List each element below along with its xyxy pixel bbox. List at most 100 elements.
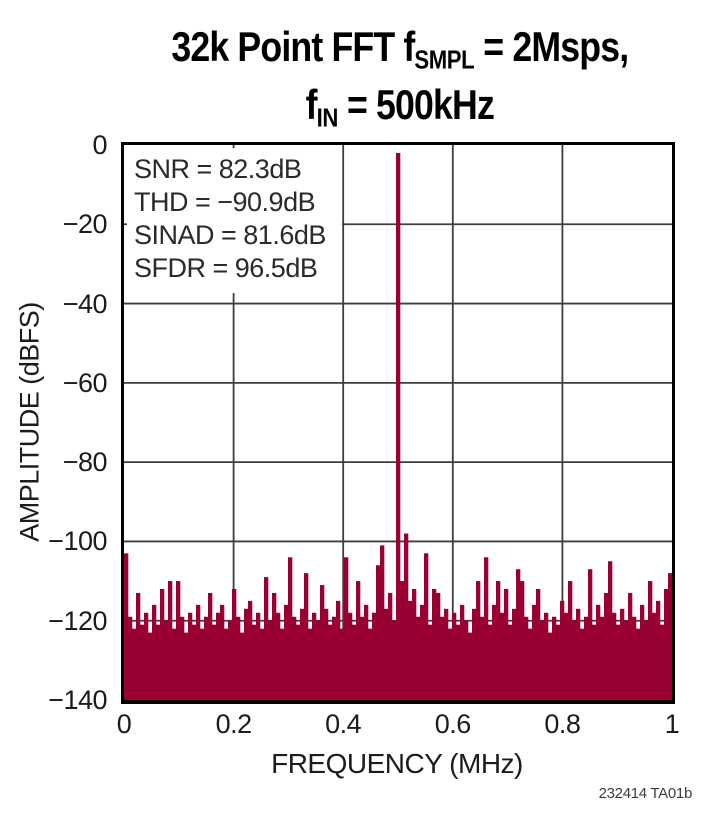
- fft-bar: [536, 589, 541, 700]
- fft-bar: [404, 533, 409, 700]
- title-line1: 32k Point FFT fSMPL = 2Msps,: [171, 23, 630, 75]
- fft-bar-chart: [124, 145, 672, 700]
- figure-number: 232414 TA01b: [598, 785, 693, 802]
- fft-bar: [376, 565, 381, 700]
- x-tick-label: 0: [116, 709, 132, 739]
- y-tick-label: 0: [92, 130, 107, 160]
- fft-bar: [620, 608, 625, 700]
- fft-bar: [364, 604, 369, 700]
- x-tick-label: 0.4: [325, 709, 362, 739]
- fft-bar: [292, 616, 297, 700]
- fft-bar: [212, 624, 217, 700]
- fft-bar: [316, 620, 321, 700]
- fft-bar: [192, 624, 197, 700]
- fft-bar: [148, 632, 153, 700]
- fft-bar: [224, 628, 229, 700]
- fft-bar: [200, 628, 205, 700]
- fft-bar: [588, 569, 593, 700]
- fft-bar: [532, 604, 537, 700]
- fft-bar: [592, 624, 597, 700]
- fft-bar: [556, 624, 561, 700]
- fft-bar: [668, 573, 672, 700]
- fft-bar: [472, 608, 477, 700]
- sinad-value: SINAD = 81.6dB: [134, 220, 326, 250]
- fft-bar: [644, 620, 649, 700]
- fft-bar: [632, 616, 637, 700]
- fft-bar: [256, 612, 261, 700]
- fft-bar: [168, 581, 173, 700]
- fft-bar: [300, 608, 305, 700]
- fft-bar: [296, 624, 301, 700]
- fft-bar: [388, 592, 393, 700]
- fft-bar: [428, 624, 433, 700]
- fft-bar: [240, 632, 245, 700]
- fft-bar: [568, 581, 573, 700]
- fft-bar: [552, 616, 557, 700]
- fft-bar: [448, 628, 453, 700]
- fft-bar: [652, 612, 657, 700]
- fft-bar: [628, 592, 633, 700]
- fft-bar: [432, 589, 437, 700]
- fft-bar: [284, 604, 289, 700]
- fft-bar: [304, 573, 309, 700]
- fft-bar: [308, 628, 313, 700]
- title-subscript-smpl: SMPL: [414, 44, 475, 75]
- fft-bar: [612, 612, 617, 700]
- fft-bar: [136, 592, 141, 700]
- fft-bar: [604, 592, 609, 700]
- fft-bar: [560, 600, 565, 700]
- fft-bar: [544, 612, 549, 700]
- fft-bar: [524, 616, 529, 700]
- plot-area: SNR = 82.3dB THD = −90.9dB SINAD = 81.6d…: [121, 142, 675, 704]
- fft-bar: [228, 620, 233, 700]
- fft-bar: [268, 620, 273, 700]
- fft-bar: [444, 608, 449, 700]
- x-tick-label: 0.6: [434, 709, 472, 739]
- y-tick-label: −80: [62, 447, 108, 478]
- fft-bar: [476, 581, 481, 700]
- fft-bar: [460, 604, 465, 700]
- thd-value: THD = −90.9dB: [134, 187, 316, 217]
- y-tick-label: −20: [62, 209, 108, 240]
- fft-bar: [380, 545, 385, 700]
- fft-bar: [324, 608, 329, 700]
- fft-bar: [180, 616, 185, 700]
- fft-bar: [616, 624, 621, 700]
- fft-bar: [436, 592, 441, 700]
- snr-value: SNR = 82.3dB: [134, 154, 302, 184]
- sfdr-value: SFDR = 96.5dB: [134, 253, 318, 283]
- fft-bar: [360, 616, 365, 700]
- fft-bar: [356, 581, 361, 700]
- fft-bar: [340, 628, 345, 700]
- fft-bar: [656, 600, 661, 700]
- chart-title: 32k Point FFT fSMPL = 2Msps, fIN = 500kH…: [171, 23, 630, 141]
- fft-bar: [480, 616, 485, 700]
- fft-bar: [184, 632, 189, 700]
- fft-bar: [328, 624, 333, 700]
- fft-bar: [368, 628, 373, 700]
- fft-bar: [600, 616, 605, 700]
- fft-bar: [412, 589, 417, 700]
- fft-bar: [440, 616, 445, 700]
- fft-bar: [608, 561, 613, 700]
- fft-bar: [488, 624, 493, 700]
- fft-bar: [280, 628, 285, 700]
- fft-bar: [564, 612, 569, 700]
- fft-bar: [540, 620, 545, 700]
- fft-bar: [640, 604, 645, 700]
- fft-bar: [276, 612, 281, 700]
- fft-bar: [572, 620, 577, 700]
- fft-bar: [176, 581, 181, 700]
- fft-bar: [416, 616, 421, 700]
- fft-bar: [332, 616, 337, 700]
- fft-bar: [464, 620, 469, 700]
- fft-bar: [548, 632, 553, 700]
- title-line2: fIN = 500kHz: [305, 81, 495, 133]
- fft-bar: [232, 589, 237, 700]
- fft-bar: [512, 608, 517, 700]
- fft-bar: [636, 628, 641, 700]
- y-tick-label: −100: [48, 526, 107, 557]
- x-tick-label: 0.8: [544, 709, 581, 739]
- fft-bar: [156, 624, 161, 700]
- y-axis-label: AMPLITUDE (dBFS): [14, 302, 45, 542]
